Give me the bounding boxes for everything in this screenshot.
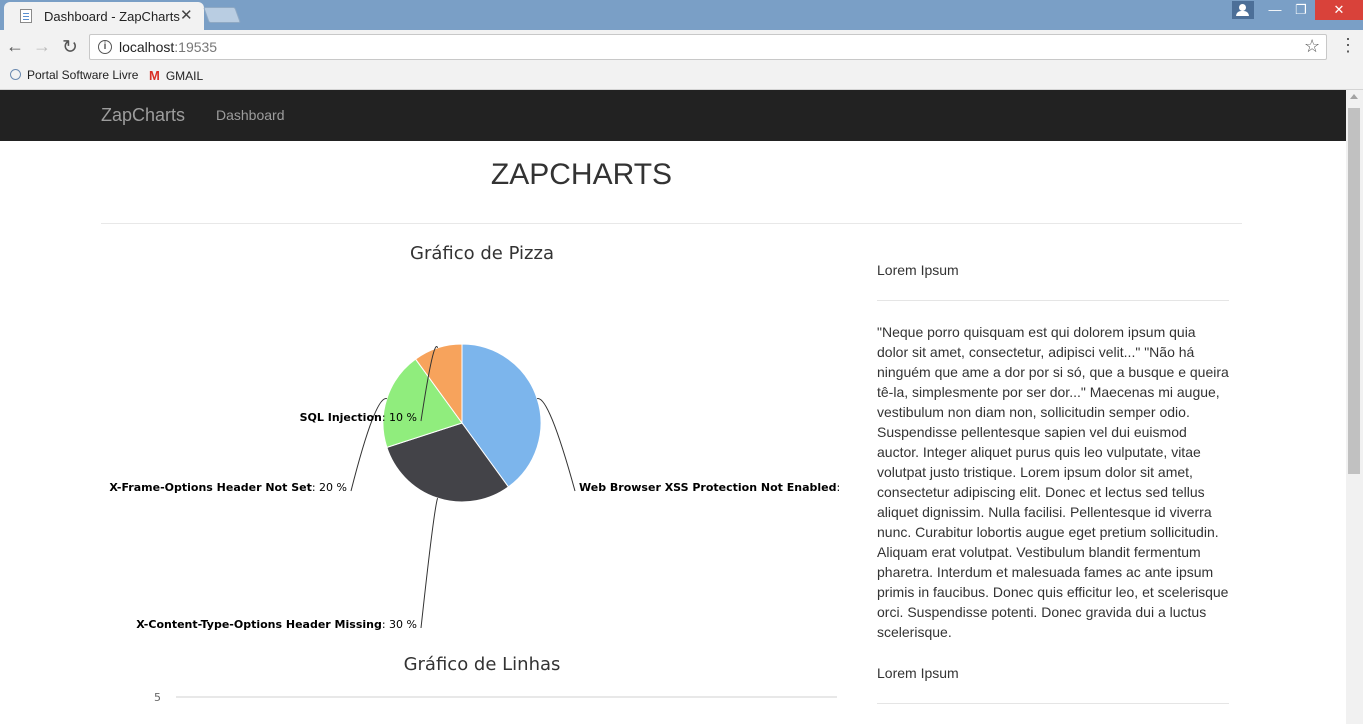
tab-close-icon[interactable]: ✕: [180, 7, 193, 24]
url-text[interactable]: localhost:19535: [119, 39, 217, 55]
pie-slice: [382, 358, 463, 449]
pie-slice: [386, 422, 510, 503]
sidebar-divider: [877, 300, 1229, 301]
pie-connector-line: [536, 398, 576, 492]
nav-link-dashboard[interactable]: Dashboard: [216, 107, 285, 123]
browser-toolbar: ← → ↻ i localhost:19535 ☆ ⋮: [0, 30, 1363, 64]
sidebar-heading: Lorem Ipsum: [877, 262, 959, 278]
address-bar[interactable]: i localhost:19535 ☆: [89, 34, 1327, 60]
pie-data-label: X-Content-Type-Options Header Missing: 3…: [136, 618, 417, 631]
line-chart-title: Gráfico de Linhas: [404, 654, 561, 675]
pie-data-label: X-Frame-Options Header Not Set: 20 %: [109, 481, 347, 494]
pie-chart: Gráfico de Pizza Web Browser XSS Protecti…: [109, 243, 841, 631]
sidebar-divider-2: [877, 703, 1229, 704]
bookmark-label: GMAIL: [165, 69, 204, 83]
title-divider: [101, 223, 1242, 224]
new-tab-button[interactable]: [203, 7, 241, 23]
url-host: localhost: [119, 39, 175, 55]
bookmark-star-icon[interactable]: ☆: [1304, 36, 1321, 56]
minimize-icon[interactable]: —: [1268, 2, 1282, 17]
gmail-icon: M: [149, 68, 160, 83]
back-arrow-icon[interactable]: ←: [6, 36, 24, 56]
sidebar-paragraph: "Neque porro quisquam est qui dolorem ip…: [877, 324, 1229, 640]
pie-data-label-name: Web Browser XSS Protection Not Enabled: [579, 481, 837, 494]
profile-icon[interactable]: [1232, 1, 1254, 19]
browser-tab-active[interactable]: Dashboard - ZapCharts ✕: [4, 2, 204, 30]
pie-data-label-name: X-Frame-Options Header Not Set: [109, 481, 312, 494]
navbar-brand[interactable]: ZapCharts: [101, 105, 186, 125]
globe-icon: [10, 69, 21, 80]
sidebar-heading-2: Lorem Ipsum: [877, 665, 959, 681]
pie-connector-line: [350, 398, 388, 492]
pie-data-label: SQL Injection: 10 %: [300, 411, 417, 424]
window-close-icon[interactable]: ✕: [1315, 0, 1363, 20]
pie-connector-line: [420, 497, 439, 629]
bookmark-label: Portal Software Livre: [27, 68, 139, 82]
url-port: :19535: [174, 39, 218, 55]
bookmark-portal-software-livre[interactable]: Portal Software Livre: [10, 68, 138, 82]
line-chart: Gráfico de Linhas 5: [154, 654, 837, 704]
bookmarks-bar: Portal Software Livre M GMAIL: [0, 64, 1363, 90]
browser-titlebar: Dashboard - ZapCharts ✕ — ❐ ✕: [0, 0, 1363, 30]
tab-title: Dashboard - ZapCharts: [44, 9, 180, 24]
scroll-thumb[interactable]: [1348, 108, 1360, 474]
bookmark-gmail[interactable]: M GMAIL: [149, 68, 203, 83]
pie-data-label-value: : 40 %: [837, 481, 842, 494]
pie-slice: [461, 343, 542, 488]
pie-connector-line: [420, 346, 439, 422]
pie-chart-title: Gráfico de Pizza: [410, 243, 554, 264]
page-scrollbar[interactable]: [1346, 90, 1363, 724]
pie-data-label-name: SQL Injection: [300, 411, 382, 424]
pie-data-label-value: : 10 %: [382, 411, 417, 424]
forward-arrow-icon[interactable]: →: [33, 36, 51, 56]
page-title: ZAPCHARTS: [490, 158, 673, 191]
scroll-up-arrow-icon[interactable]: [1350, 94, 1358, 99]
pie-data-label-value: : 20 %: [312, 481, 347, 494]
restore-icon[interactable]: ❐: [1295, 2, 1307, 17]
pie-slice: [414, 343, 463, 425]
browser-menu-icon[interactable]: ⋮: [1339, 35, 1357, 55]
pie-data-label-value: : 30 %: [382, 618, 417, 631]
sidebar: Lorem Ipsum "Neque porro quisquam est qu…: [877, 260, 1229, 704]
line-chart-y-tick-label: 5: [154, 691, 161, 704]
pie-data-label-name: X-Content-Type-Options Header Missing: [136, 618, 382, 631]
reload-icon[interactable]: ↻: [62, 37, 78, 58]
page-favicon-icon: [20, 9, 32, 23]
site-navbar: ZapCharts Dashboard: [0, 90, 1346, 141]
pie-data-label: Web Browser XSS Protection Not Enabled: …: [579, 481, 841, 494]
page-viewport: ZapCharts Dashboard ZAPCHARTS Gráfico de…: [0, 90, 1346, 724]
info-icon[interactable]: i: [98, 40, 112, 54]
